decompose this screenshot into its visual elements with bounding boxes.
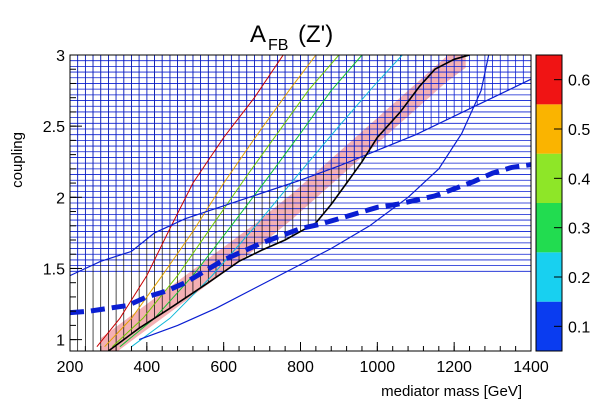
- title-text: A: [250, 21, 266, 48]
- x-tick-label: 600: [210, 359, 237, 376]
- limit-line-lower: [138, 55, 490, 341]
- title-subscript: FB: [268, 37, 288, 54]
- contour-line-0.6: [96, 55, 284, 348]
- contour-line-0.4: [111, 55, 340, 348]
- contour-line-0.5: [104, 55, 317, 348]
- title-suffix: (Z'): [298, 21, 333, 48]
- dashed-limit-line: [70, 162, 531, 316]
- y-tick-label: 1.5: [43, 261, 65, 278]
- y-tick-label: 1: [56, 333, 65, 350]
- y-tick-label: 3: [56, 48, 65, 65]
- x-tick-label: 1400: [513, 359, 549, 376]
- contour-line-0.2: [131, 55, 403, 348]
- x-axis-label: mediator mass [GeV]: [381, 383, 522, 400]
- colorbar-tick-label: 0.6: [568, 73, 590, 90]
- x-tick-label: 800: [287, 359, 314, 376]
- colorbar-frame: [535, 54, 563, 352]
- observed-limit-line: [107, 55, 470, 351]
- colorbar-tick-label: 0.5: [568, 122, 590, 139]
- y-tick-label: 2.5: [43, 119, 65, 136]
- y-axis-label: coupling: [9, 132, 26, 188]
- chart-title: A FB (Z'): [250, 21, 333, 54]
- x-tick-label: 400: [133, 359, 160, 376]
- colorbar: 0.1 0.2 0.3 0.4 0.5 0.6: [535, 54, 590, 352]
- axes: 200 400 600 800 1000 1200 1400 1 1.5 2 2.5 3: [43, 48, 549, 376]
- x-tick-label: 1200: [436, 359, 472, 376]
- colorbar-tick-label: 0.3: [568, 221, 590, 238]
- colorbar-tick-label: 0.4: [568, 171, 590, 188]
- x-tick-label: 1000: [360, 359, 396, 376]
- limit-line-upper: [70, 78, 531, 277]
- plot-area: [70, 55, 531, 351]
- colorbar-tick-label: 0.2: [568, 270, 590, 287]
- y-tick-label: 2: [56, 190, 65, 207]
- x-tick-label: 200: [57, 359, 84, 376]
- contour-line-0.3: [119, 55, 363, 348]
- colorbar-tick-label: 0.1: [568, 319, 590, 336]
